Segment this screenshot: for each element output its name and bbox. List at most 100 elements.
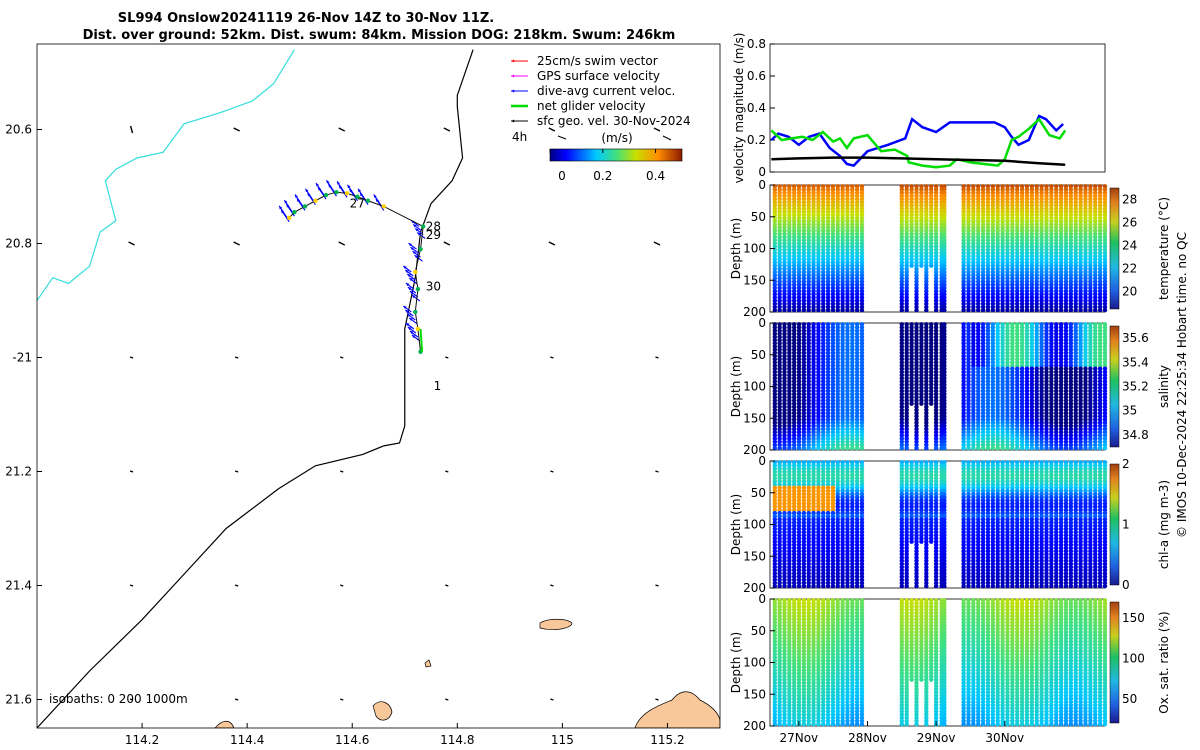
section-point bbox=[821, 276, 826, 281]
section-point bbox=[772, 295, 778, 300]
section-point bbox=[782, 445, 787, 451]
section-point bbox=[854, 301, 860, 306]
legend-label: net glider velocity bbox=[537, 99, 645, 113]
section-point bbox=[816, 225, 821, 230]
section-point bbox=[835, 285, 840, 291]
sfc-geo-arrow bbox=[340, 698, 344, 701]
section-point bbox=[791, 304, 797, 310]
section-point bbox=[840, 445, 845, 451]
section-point bbox=[859, 244, 865, 249]
section-point bbox=[825, 193, 831, 198]
section-point bbox=[830, 279, 836, 284]
section-point bbox=[845, 203, 850, 208]
section-point bbox=[825, 301, 831, 306]
section-point bbox=[830, 212, 836, 218]
dive-avg-arrow-head bbox=[410, 247, 414, 251]
section-point bbox=[835, 218, 840, 224]
section-point bbox=[782, 244, 787, 249]
section-point bbox=[899, 445, 905, 451]
section-point bbox=[816, 285, 821, 291]
section-point bbox=[796, 187, 802, 192]
section-point bbox=[830, 257, 836, 262]
section-point bbox=[801, 263, 807, 268]
section-point bbox=[801, 266, 807, 272]
section-point bbox=[840, 231, 845, 237]
section-point bbox=[825, 253, 831, 259]
section-point bbox=[801, 222, 807, 227]
section-point bbox=[816, 292, 821, 297]
section-point bbox=[859, 272, 865, 278]
section-point bbox=[845, 272, 850, 278]
sfc-geo-arrows bbox=[128, 125, 661, 701]
dive-avg-arrow-head bbox=[405, 283, 410, 287]
legend-arrow-head bbox=[511, 89, 515, 93]
map-ytick-label: 21.4 bbox=[5, 579, 32, 593]
section-point bbox=[811, 193, 816, 198]
section-point bbox=[787, 241, 792, 246]
section-point bbox=[835, 215, 840, 221]
section-point bbox=[801, 241, 807, 246]
vel-ytick-label: 0.2 bbox=[747, 133, 766, 147]
sfc-geo-arrow bbox=[550, 698, 554, 701]
section-point bbox=[787, 234, 792, 240]
section-point bbox=[835, 234, 840, 240]
section-point bbox=[782, 266, 787, 272]
section-point bbox=[825, 445, 831, 451]
dive-avg-arrow-head bbox=[305, 188, 309, 193]
dive-avg-arrow-head bbox=[296, 198, 300, 202]
section-point bbox=[816, 288, 821, 294]
section-point bbox=[801, 228, 807, 233]
map-xtick-label: 114.4 bbox=[230, 733, 264, 747]
section-point bbox=[1024, 307, 1030, 313]
section-cb-label: 26 bbox=[1122, 216, 1137, 230]
section-point bbox=[782, 288, 787, 294]
legend-arrow bbox=[511, 104, 528, 108]
section-point bbox=[821, 282, 826, 287]
section-point bbox=[801, 218, 807, 224]
section-point bbox=[772, 276, 778, 281]
section-point bbox=[816, 187, 821, 192]
sfc-geo-arrow bbox=[129, 470, 134, 473]
section-point bbox=[976, 307, 981, 313]
section-point bbox=[777, 193, 782, 198]
section-point bbox=[821, 215, 826, 221]
section-point bbox=[772, 212, 778, 218]
dive-avg-arrow bbox=[410, 246, 419, 254]
section-point bbox=[772, 250, 778, 256]
section-point bbox=[840, 272, 845, 278]
section-point bbox=[830, 196, 836, 202]
section-point bbox=[845, 225, 850, 230]
section-colorbar bbox=[1109, 187, 1120, 310]
title-line-2: Dist. over ground: 52km. Dist. swum: 84k… bbox=[83, 28, 676, 43]
section-point bbox=[821, 196, 826, 202]
dive-avg-arrow bbox=[408, 317, 418, 325]
section-point bbox=[806, 209, 811, 214]
section-point bbox=[830, 269, 836, 275]
section-point bbox=[835, 263, 840, 268]
section-point bbox=[791, 263, 797, 268]
section-point bbox=[835, 253, 840, 259]
net-glider-velocity-arrow bbox=[419, 328, 424, 352]
section-point bbox=[801, 298, 807, 303]
section-point bbox=[1044, 307, 1049, 313]
section-point bbox=[980, 307, 986, 313]
section-point bbox=[859, 196, 865, 202]
section-point bbox=[806, 295, 811, 300]
section-point bbox=[850, 445, 855, 451]
section-point bbox=[825, 307, 831, 313]
section-point bbox=[850, 184, 855, 189]
section-point bbox=[825, 250, 831, 256]
section-point bbox=[825, 231, 831, 237]
section-point bbox=[782, 187, 787, 192]
section-point bbox=[787, 190, 792, 195]
section-point bbox=[791, 269, 797, 275]
section-point bbox=[854, 253, 860, 259]
sfc-geo-arrow bbox=[129, 698, 134, 701]
section-point bbox=[796, 295, 802, 300]
section-point bbox=[980, 445, 986, 451]
section-point bbox=[801, 295, 807, 300]
section-point bbox=[825, 218, 831, 224]
dive-avg-arrow-head bbox=[281, 209, 285, 214]
section-point bbox=[791, 295, 797, 300]
